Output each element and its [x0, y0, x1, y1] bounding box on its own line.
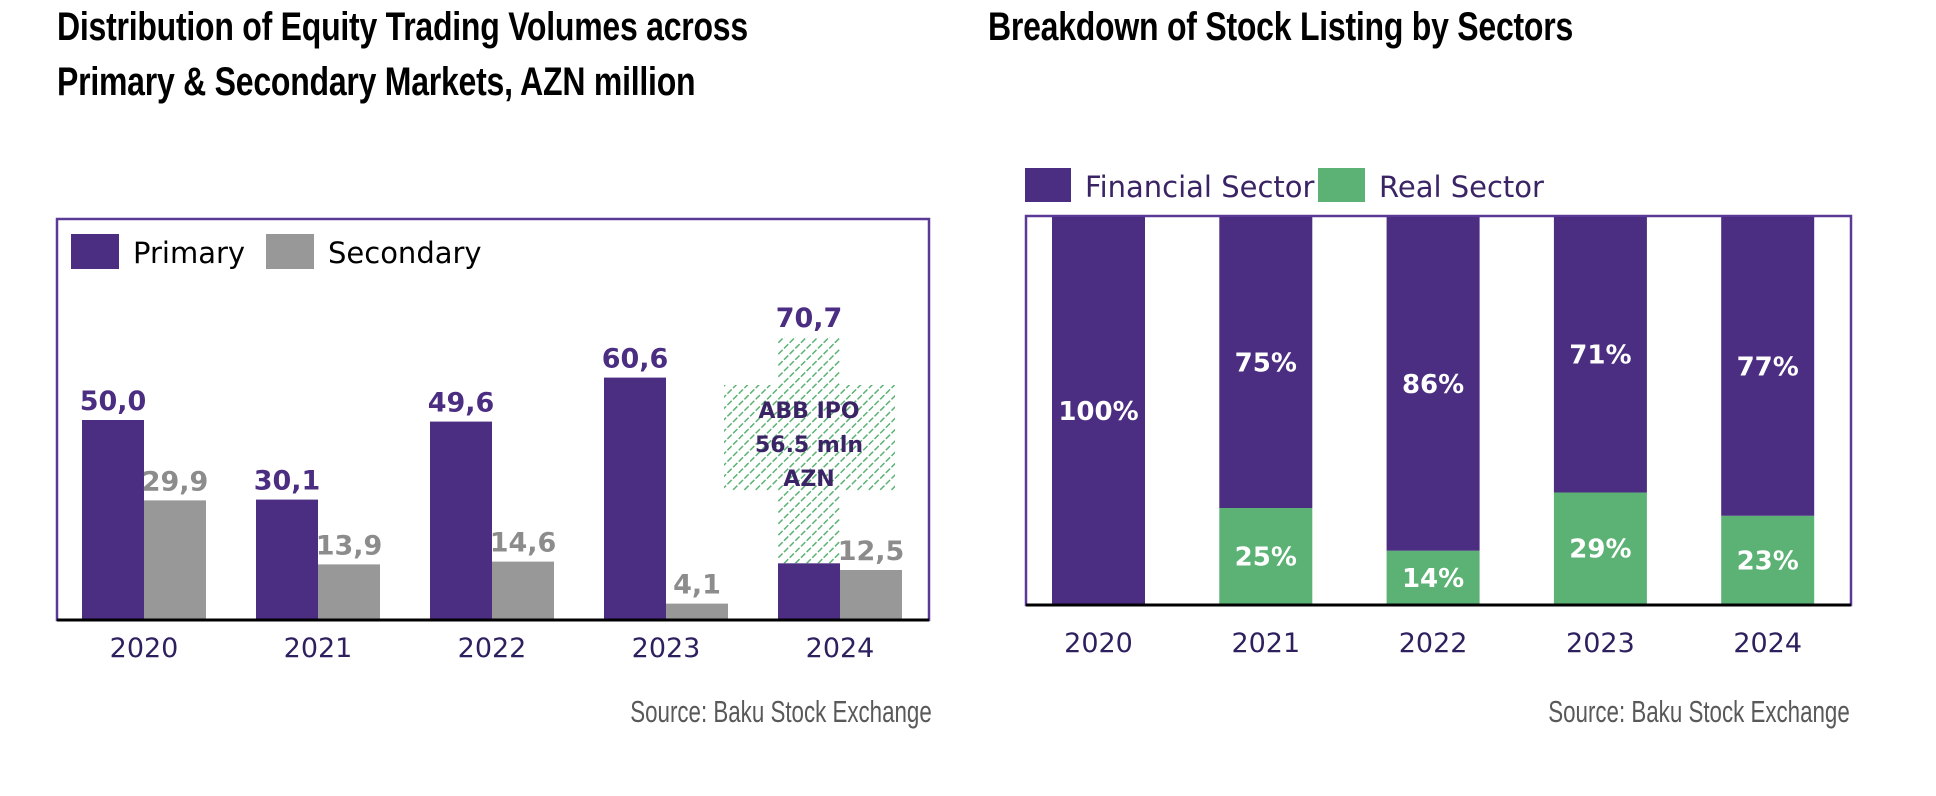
- primary-bar-2024: [778, 563, 840, 620]
- ipo-annotation-line-2: 56.5 mln: [755, 433, 863, 458]
- ipo-annotation-box: [724, 385, 895, 491]
- left-chart-title-line-2: Primary & Secondary Markets, AZN million: [57, 60, 696, 104]
- right-chart: Financial Sector Real Sector 100%25%75%1…: [1024, 168, 1853, 659]
- real-value-label-2021: 25%: [1235, 543, 1297, 573]
- primary-value-label-2022: 49,6: [428, 388, 495, 419]
- right-x-tick-2022: 2022: [1399, 628, 1468, 659]
- left-x-tick-2024: 2024: [806, 633, 875, 664]
- secondary-value-label-2022: 14,6: [490, 528, 557, 559]
- secondary-value-label-2020: 29,9: [142, 466, 209, 497]
- primary-value-label-2024: 70,7: [776, 303, 843, 334]
- left-legend: Primary Secondary: [71, 234, 482, 270]
- left-x-tick-2020: 2020: [110, 633, 179, 664]
- primary-value-label-2020: 50,0: [80, 386, 147, 417]
- real-value-label-2023: 29%: [1569, 535, 1631, 565]
- right-x-tick-labels: 2020 2021 2022 2023 2024: [1064, 628, 1802, 659]
- left-x-tick-2021: 2021: [284, 633, 353, 664]
- real-value-label-2024: 23%: [1737, 546, 1799, 576]
- right-bars: 100% 25% 75% 14% 86% 29% 71% 23% 77%: [1052, 217, 1815, 605]
- primary-bar-2020: [82, 420, 144, 620]
- ipo-annotation-line-1: ABB IPO: [758, 399, 859, 424]
- financial-value-label-2024: 77%: [1737, 352, 1799, 382]
- primary-bar-2021: [256, 499, 318, 620]
- ipo-annotation: ABB IPO 56.5 mln AZN: [724, 385, 895, 492]
- real-bar-2021: [1219, 508, 1313, 605]
- financial-value-label-2020: 100%: [1058, 397, 1138, 427]
- secondary-bar-2022: [492, 561, 554, 620]
- right-x-tick-2024: 2024: [1733, 628, 1802, 659]
- right-legend: Financial Sector Real Sector: [1025, 168, 1544, 204]
- left-x-tick-2022: 2022: [458, 633, 527, 664]
- financial-bar-2021: [1219, 217, 1313, 508]
- secondary-value-label-2024: 12,5: [838, 536, 905, 567]
- financial-bar-2020: [1052, 217, 1145, 605]
- real-bar-2022: [1386, 550, 1480, 605]
- left-x-tick-labels: 2020 2021 2022 2023 2024: [110, 633, 875, 664]
- financial-value-label-2022: 86%: [1402, 370, 1464, 400]
- left-chart-title-line-1: Distribution of Equity Trading Volumes a…: [57, 5, 748, 49]
- right-x-tick-2023: 2023: [1566, 628, 1635, 659]
- secondary-value-label-2021: 13,9: [316, 530, 383, 561]
- real-value-label-2022: 14%: [1402, 564, 1464, 594]
- legend-label-primary: Primary: [133, 236, 245, 270]
- primary-bar-2023: [604, 377, 666, 620]
- real-bar-2023: [1553, 492, 1647, 605]
- legend-swatch-financial: [1025, 168, 1071, 202]
- primary-value-label-2023: 60,6: [602, 344, 669, 375]
- secondary-value-label-2023: 4,1: [673, 570, 721, 601]
- primary-value-label-2021: 30,1: [254, 466, 321, 497]
- legend-swatch-secondary: [266, 234, 314, 269]
- left-chart-title: Distribution of Equity Trading Volumes a…: [57, 0, 748, 110]
- right-chart-title: Breakdown of Stock Listing by Sectors: [988, 5, 1574, 49]
- financial-bar-2023: [1553, 217, 1647, 493]
- right-x-tick-2020: 2020: [1064, 628, 1133, 659]
- secondary-bar-2024: [840, 570, 902, 620]
- secondary-bar-2023: [666, 603, 728, 620]
- secondary-bar-2021: [318, 564, 380, 620]
- legend-label-real: Real Sector: [1379, 170, 1544, 204]
- financial-value-label-2021: 75%: [1235, 349, 1297, 379]
- primary-bar-2022: [430, 421, 492, 620]
- financial-bar-2022: [1386, 217, 1480, 551]
- financial-bar-2024: [1721, 217, 1815, 516]
- financial-value-label-2023: 71%: [1569, 341, 1631, 371]
- right-x-tick-2021: 2021: [1231, 628, 1300, 659]
- left-source-note: Source: Baku Stock Exchange: [630, 694, 933, 729]
- left-bars: 50,0 29,9 30,1 13,9 49,6 14,6 60,6 4,1 70,7 12,5: [80, 303, 905, 620]
- legend-label-secondary: Secondary: [328, 236, 482, 270]
- right-source-note: Source: Baku Stock Exchange: [1548, 694, 1851, 729]
- left-x-tick-2023: 2023: [632, 633, 701, 664]
- left-chart: Primary Secondary 50,0 29,9 30,1 13,9 49,6 14…: [55, 217, 931, 664]
- legend-label-financial: Financial Sector: [1085, 170, 1315, 204]
- secondary-bar-2020: [144, 500, 206, 620]
- real-bar-2024: [1721, 515, 1815, 605]
- legend-swatch-real: [1318, 168, 1365, 202]
- legend-swatch-primary: [71, 234, 119, 269]
- ipo-annotation-line-3: AZN: [783, 467, 834, 492]
